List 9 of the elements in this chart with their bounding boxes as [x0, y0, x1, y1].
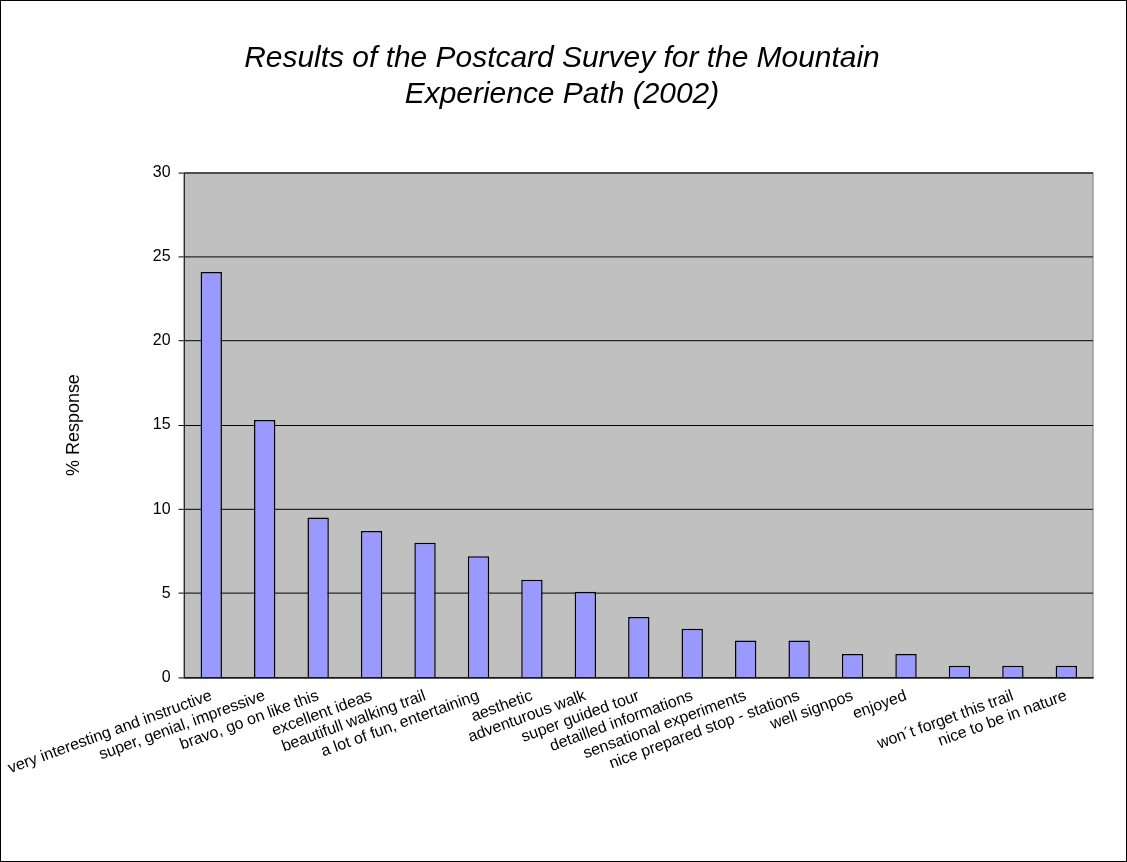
y-tick-label: 0	[161, 667, 171, 685]
y-tick-label: 30	[152, 163, 171, 180]
y-tick-label: 25	[152, 247, 171, 265]
y-tick-label: 15	[152, 415, 171, 433]
y-tick-label: 10	[152, 499, 171, 517]
y-tick-label: 20	[152, 331, 171, 349]
chart-title: Results of the Postcard Survey for the Mountain Experience Path (2002)	[244, 40, 880, 110]
y-axis-title: % Response	[63, 374, 84, 476]
y-tick-label: 5	[161, 583, 171, 601]
